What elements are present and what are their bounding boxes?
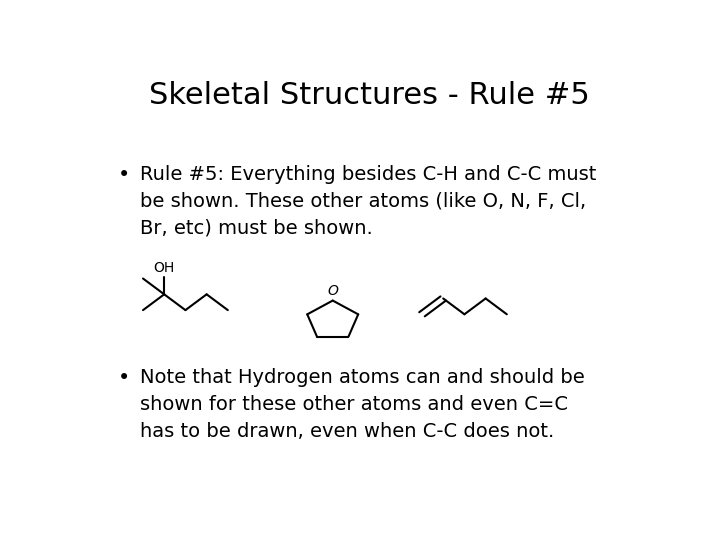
Text: shown for these other atoms and even C=C: shown for these other atoms and even C=C bbox=[140, 395, 568, 414]
Text: has to be drawn, even when C-C does not.: has to be drawn, even when C-C does not. bbox=[140, 422, 554, 441]
Text: be shown. These other atoms (like O, N, F, Cl,: be shown. These other atoms (like O, N, … bbox=[140, 192, 586, 211]
Text: Br, etc) must be shown.: Br, etc) must be shown. bbox=[140, 219, 373, 238]
Text: Note that Hydrogen atoms can and should be: Note that Hydrogen atoms can and should … bbox=[140, 368, 585, 387]
Text: O: O bbox=[328, 285, 338, 299]
Text: •: • bbox=[118, 165, 130, 185]
Text: OH: OH bbox=[153, 261, 175, 275]
Text: Rule #5: Everything besides C-H and C-C must: Rule #5: Everything besides C-H and C-C … bbox=[140, 165, 597, 184]
Text: •: • bbox=[118, 368, 130, 388]
Text: Skeletal Structures - Rule #5: Skeletal Structures - Rule #5 bbox=[148, 82, 590, 111]
